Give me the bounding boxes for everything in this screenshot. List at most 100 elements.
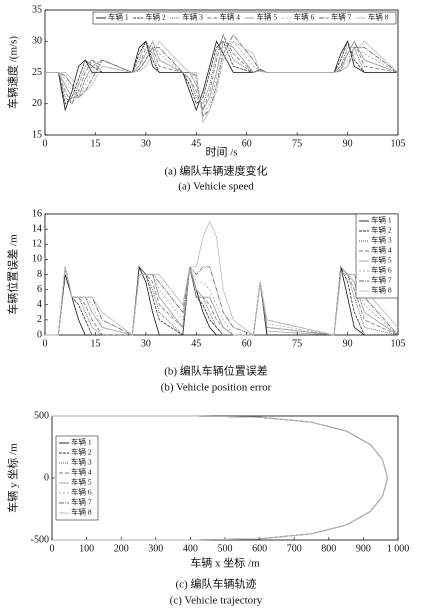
legend-label: 车辆 4: [219, 12, 240, 22]
x-tick-label: 0: [43, 338, 48, 349]
y-tick-label: 20: [32, 98, 42, 109]
y-tick-label: 2: [37, 314, 42, 325]
legend-label: 车辆 5: [371, 255, 392, 265]
x-tick-label: 60: [242, 138, 252, 149]
legend-label: 车辆 2: [145, 12, 166, 22]
caption: (a) Vehicle speed: [178, 181, 254, 193]
y-tick-label: 6: [37, 284, 42, 295]
x-tick-label: 700: [287, 543, 302, 554]
series-line: [45, 40, 399, 112]
legend-label: 车辆 3: [71, 457, 92, 467]
legend-label: 车辆 2: [371, 225, 392, 235]
legend-label: 车辆 5: [71, 477, 92, 487]
legend-label: 车辆 7: [371, 275, 392, 285]
x-tick-label: 200: [114, 543, 129, 554]
series-line: [52, 415, 389, 541]
x-tick-label: 75: [292, 138, 302, 149]
series-line: [45, 33, 399, 112]
x-tick-label: 90: [343, 138, 353, 149]
x-tick-label: 100: [79, 543, 94, 554]
legend-label: 车辆 8: [71, 507, 92, 517]
caption: (b) Vehicle position error: [161, 382, 272, 394]
y-tick-label: 15: [32, 129, 42, 140]
legend-label: 车辆 1: [108, 12, 129, 22]
y-axis-label: 车辆 y 坐标 /m: [6, 443, 20, 513]
series-line: [52, 415, 389, 541]
y-tick-label: -500: [31, 534, 49, 545]
legend-label: 车辆 4: [371, 245, 392, 255]
caption: (a) 编队车辆速度变化: [165, 164, 268, 178]
x-tick-label: 75: [292, 338, 302, 349]
x-tick-label: 15: [90, 338, 100, 349]
series-line: [45, 40, 399, 118]
caption: (b) 编队车辆位置误差: [164, 364, 268, 378]
x-axis-label: 时间 /s: [205, 146, 237, 159]
series-line: [52, 415, 389, 541]
x-tick-label: 105: [391, 338, 406, 349]
x-tick-label: 500: [218, 543, 233, 554]
legend-label: 车辆 6: [294, 12, 315, 22]
legend-label: 车辆 6: [371, 265, 392, 275]
x-axis-label: 车辆 x 坐标 /m: [190, 556, 260, 570]
x-tick-label: 45: [191, 138, 201, 149]
legend-label: 车辆 8: [368, 12, 389, 22]
x-tick-label: 800: [321, 543, 336, 554]
y-tick-label: 14: [32, 223, 42, 234]
legend-label: 车辆 2: [71, 447, 92, 457]
y-tick-label: 12: [32, 239, 42, 250]
y-tick-label: 25: [32, 67, 42, 78]
y-tick-label: 16: [32, 208, 42, 219]
x-tick-label: 60: [242, 338, 252, 349]
y-axis-label: 车辆速度 /(m/s): [6, 36, 20, 109]
y-tick-label: 30: [32, 36, 42, 47]
x-tick-label: 105: [391, 138, 406, 149]
legend-label: 车辆 7: [331, 12, 352, 22]
y-tick-label: 0: [44, 472, 49, 483]
y-tick-label: 35: [32, 4, 42, 15]
y-tick-label: 4: [37, 299, 42, 310]
legend-label: 车辆 4: [71, 467, 92, 477]
series-line: [52, 415, 389, 541]
x-tick-label: 300: [148, 543, 163, 554]
legend-box: [355, 213, 399, 299]
plot-frame: [51, 415, 399, 541]
legend-label: 车辆 3: [182, 12, 203, 22]
x-tick-label: 0: [50, 543, 55, 554]
x-tick-label: 30: [141, 138, 151, 149]
series-line: [45, 33, 398, 105]
legend-box: [55, 435, 99, 521]
x-tick-label: 600: [252, 543, 267, 554]
legend-label: 车辆 8: [371, 285, 392, 295]
series-line: [52, 415, 389, 541]
y-axis-label: 车辆位置误差 /m: [6, 234, 20, 315]
x-tick-label: 45: [191, 338, 201, 349]
series-line: [52, 415, 389, 541]
x-tick-label: 30: [141, 338, 151, 349]
series-line: [45, 220, 399, 336]
y-tick-label: 10: [32, 254, 42, 265]
legend-label: 车辆 6: [71, 487, 92, 497]
x-tick-label: 0: [43, 138, 48, 149]
legend-label: 车辆 3: [371, 235, 392, 245]
series-line: [52, 415, 389, 541]
y-tick-label: 0: [37, 329, 42, 340]
x-tick-label: 90: [343, 338, 353, 349]
series-line: [45, 40, 398, 112]
legend-label: 车辆 1: [71, 437, 92, 447]
legend-label: 车辆 5: [257, 12, 278, 22]
x-tick-label: 1 000: [387, 543, 410, 554]
series-line: [45, 34, 399, 118]
series-line: [45, 40, 398, 105]
x-tick-label: 900: [356, 543, 371, 554]
y-tick-label: 500: [34, 410, 49, 421]
legend-label: 车辆 7: [71, 497, 92, 507]
series-line: [52, 415, 389, 541]
series-line: [45, 40, 399, 124]
caption: (c) Vehicle trajectory: [170, 595, 263, 607]
y-tick-label: 8: [37, 269, 42, 280]
legend-label: 车辆 1: [371, 215, 392, 225]
x-tick-label: 15: [90, 138, 100, 149]
x-tick-label: 400: [183, 543, 198, 554]
